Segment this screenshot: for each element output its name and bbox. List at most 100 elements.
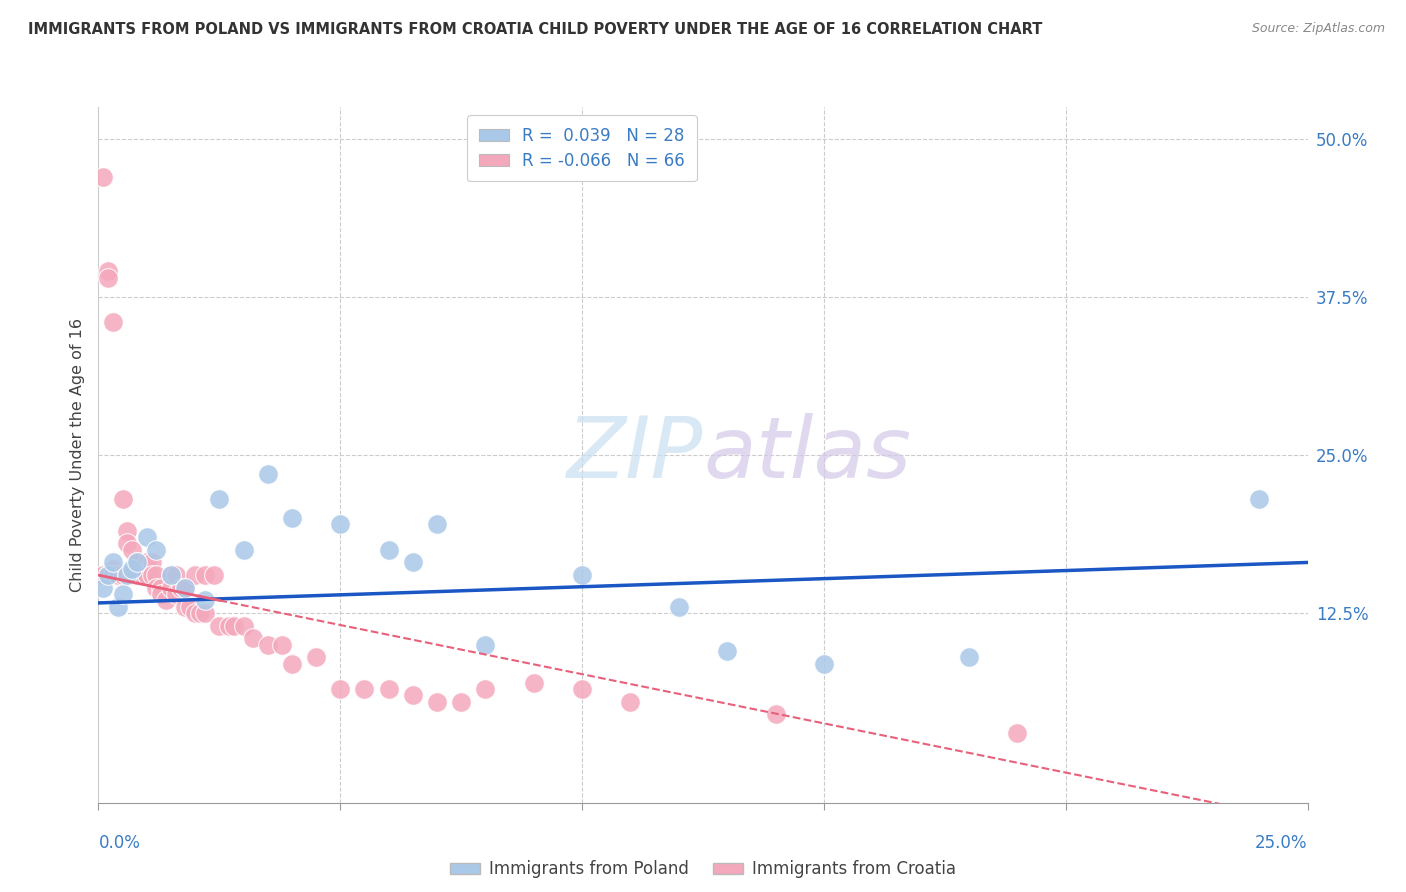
- Point: [242, 632, 264, 646]
- Point: [353, 681, 375, 696]
- Point: [107, 568, 129, 582]
- Point: [813, 657, 835, 671]
- Point: [188, 606, 211, 620]
- Point: [117, 568, 139, 582]
- Point: [165, 587, 187, 601]
- Point: [160, 568, 183, 582]
- Point: [174, 581, 197, 595]
- Point: [174, 599, 197, 614]
- Point: [218, 618, 240, 632]
- Point: [426, 695, 449, 709]
- Point: [91, 568, 114, 582]
- Point: [305, 650, 328, 665]
- Point: [131, 562, 153, 576]
- Point: [127, 556, 149, 570]
- Text: 25.0%: 25.0%: [1256, 834, 1308, 852]
- Y-axis label: Child Poverty Under the Age of 16: Child Poverty Under the Age of 16: [69, 318, 84, 592]
- Point: [184, 568, 207, 582]
- Point: [222, 618, 245, 632]
- Point: [141, 568, 163, 582]
- Point: [117, 524, 139, 538]
- Point: [107, 599, 129, 614]
- Point: [97, 270, 120, 285]
- Point: [426, 517, 449, 532]
- Point: [194, 606, 217, 620]
- Point: [127, 556, 149, 570]
- Point: [111, 568, 134, 582]
- Point: [150, 587, 173, 601]
- Point: [160, 581, 183, 595]
- Point: [145, 542, 167, 557]
- Point: [1249, 492, 1271, 507]
- Point: [107, 568, 129, 582]
- Point: [716, 644, 738, 658]
- Legend: Immigrants from Poland, Immigrants from Croatia: Immigrants from Poland, Immigrants from …: [443, 854, 963, 885]
- Point: [765, 707, 787, 722]
- Point: [111, 492, 134, 507]
- Point: [194, 593, 217, 607]
- Point: [91, 581, 114, 595]
- Point: [668, 599, 690, 614]
- Point: [135, 568, 157, 582]
- Point: [329, 681, 352, 696]
- Point: [232, 542, 254, 557]
- Point: [571, 681, 593, 696]
- Point: [101, 562, 124, 576]
- Text: 0.0%: 0.0%: [98, 834, 141, 852]
- Point: [256, 467, 278, 481]
- Text: IMMIGRANTS FROM POLAND VS IMMIGRANTS FROM CROATIA CHILD POVERTY UNDER THE AGE OF: IMMIGRANTS FROM POLAND VS IMMIGRANTS FRO…: [28, 22, 1042, 37]
- Point: [131, 568, 153, 582]
- Point: [174, 581, 197, 595]
- Point: [571, 568, 593, 582]
- Point: [957, 650, 980, 665]
- Point: [165, 568, 187, 582]
- Point: [121, 542, 143, 557]
- Point: [121, 568, 143, 582]
- Point: [155, 593, 177, 607]
- Point: [474, 681, 496, 696]
- Text: Source: ZipAtlas.com: Source: ZipAtlas.com: [1251, 22, 1385, 36]
- Point: [281, 511, 304, 525]
- Point: [91, 169, 114, 184]
- Point: [169, 581, 191, 595]
- Point: [160, 568, 183, 582]
- Point: [450, 695, 472, 709]
- Point: [232, 618, 254, 632]
- Point: [135, 568, 157, 582]
- Point: [111, 587, 134, 601]
- Text: atlas: atlas: [703, 413, 911, 497]
- Point: [135, 530, 157, 544]
- Point: [121, 562, 143, 576]
- Point: [523, 675, 546, 690]
- Point: [150, 581, 173, 595]
- Point: [281, 657, 304, 671]
- Point: [329, 517, 352, 532]
- Point: [256, 638, 278, 652]
- Point: [141, 556, 163, 570]
- Point: [117, 536, 139, 550]
- Point: [474, 638, 496, 652]
- Point: [101, 568, 124, 582]
- Point: [194, 568, 217, 582]
- Point: [271, 638, 294, 652]
- Point: [145, 568, 167, 582]
- Point: [97, 568, 120, 582]
- Point: [204, 568, 226, 582]
- Point: [179, 599, 201, 614]
- Point: [127, 568, 149, 582]
- Point: [117, 568, 139, 582]
- Point: [97, 264, 120, 278]
- Point: [1007, 726, 1029, 740]
- Point: [97, 568, 120, 582]
- Point: [184, 606, 207, 620]
- Point: [402, 556, 425, 570]
- Point: [377, 542, 399, 557]
- Point: [377, 681, 399, 696]
- Point: [101, 315, 124, 329]
- Point: [101, 556, 124, 570]
- Point: [619, 695, 641, 709]
- Point: [145, 581, 167, 595]
- Point: [402, 688, 425, 702]
- Point: [208, 492, 231, 507]
- Point: [208, 618, 231, 632]
